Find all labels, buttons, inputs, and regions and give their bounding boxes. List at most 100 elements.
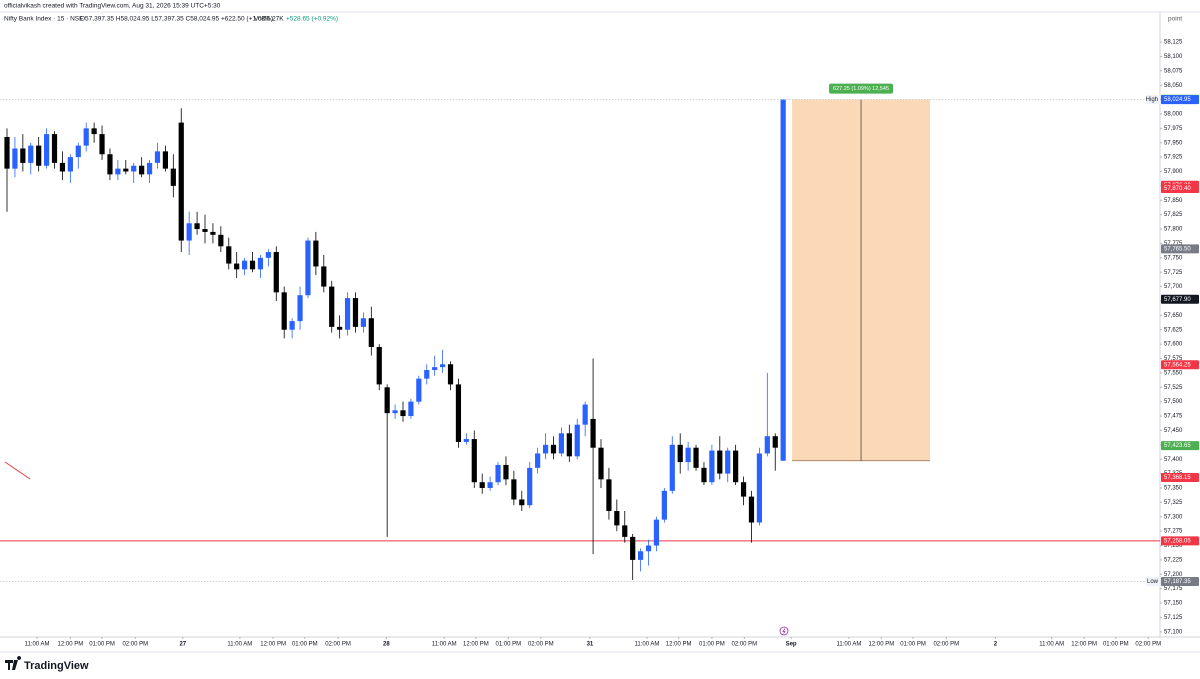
- candle-body: [186, 223, 192, 241]
- price-badge-label: 57,870.40: [1164, 186, 1191, 192]
- candle-body: [352, 298, 359, 327]
- measure-label-bg: [829, 83, 894, 94]
- price-badge: [1161, 536, 1199, 546]
- candle-body: [400, 410, 406, 417]
- y-tick-label: 57,700: [1164, 284, 1183, 290]
- candle-body: [329, 286, 335, 327]
- x-tick-label: 11:00 AM: [227, 642, 252, 648]
- measure-label: 627.25 (1.09%) 12,545: [833, 86, 889, 92]
- candle-body: [139, 165, 145, 175]
- price-badge-label: 58,024.95: [1164, 97, 1191, 103]
- candle-body: [297, 295, 303, 322]
- volume: Vol55.27K: [254, 16, 284, 23]
- y-tick-label: 57,600: [1164, 342, 1183, 348]
- y-unit: point: [1168, 16, 1182, 23]
- candle-body: [764, 436, 770, 454]
- x-tick-label: 01:00 PM: [900, 642, 926, 648]
- candle-body: [36, 145, 42, 166]
- symbol: Nifty Bank Index · 15 · NSE: [4, 16, 84, 23]
- y-tick-label: 57,525: [1164, 385, 1183, 391]
- price-tag-bg: [1146, 95, 1160, 105]
- candle-body: [226, 246, 232, 264]
- price-badge: [1161, 441, 1199, 451]
- candle-body: [51, 134, 58, 163]
- candle-body: [542, 444, 549, 454]
- candle-body: [75, 145, 81, 158]
- price-tag: High: [1146, 97, 1158, 103]
- x-tick-label: 02:00 PM: [1135, 642, 1161, 648]
- x-tick-label: 01:00 PM: [699, 642, 725, 648]
- candle-body: [463, 439, 469, 442]
- candle-body: [273, 252, 279, 293]
- x-tick-label: 01:00 PM: [495, 642, 521, 648]
- candle-body: [368, 318, 374, 348]
- y-tick-label: 57,225: [1164, 557, 1183, 563]
- y-tick-label: 57,850: [1164, 198, 1183, 204]
- candle-body: [598, 447, 604, 480]
- y-tick-label: 57,250: [1164, 543, 1183, 549]
- candle-body: [606, 479, 612, 511]
- candle-body: [83, 128, 89, 146]
- x-tick-label: 11:00 AM: [634, 642, 659, 648]
- candle-body: [424, 370, 430, 379]
- price-badge: [1161, 473, 1199, 483]
- ohlc: O57,397.35 H58,024.95 L57,397.35 C58,024…: [80, 16, 273, 23]
- y-tick-label: 57,475: [1164, 414, 1183, 420]
- candle-body: [202, 229, 208, 232]
- candle-body: [91, 128, 97, 135]
- candle-body: [242, 260, 248, 270]
- candle-body: [638, 551, 644, 560]
- brand: TradingView: [24, 660, 89, 672]
- price-badge: [1161, 294, 1199, 304]
- brand-logo: [5, 656, 22, 670]
- x-tick-label: 01:00 PM: [89, 642, 115, 648]
- candle-body: [154, 151, 161, 163]
- x-tick-label: 02:00 PM: [122, 642, 148, 648]
- x-tick-label: 12:00 PM: [463, 642, 489, 648]
- x-tick-label: 01:00 PM: [292, 642, 318, 648]
- candle-body: [170, 168, 176, 186]
- price-badge: [1161, 184, 1199, 194]
- candle-body: [146, 162, 153, 175]
- candle-body: [630, 536, 636, 560]
- y-tick-label: 57,100: [1164, 629, 1183, 635]
- candle-body: [527, 467, 533, 506]
- price-badge-label: 57,423.65: [1164, 443, 1191, 449]
- candle-body: [725, 450, 731, 474]
- candle-body: [693, 447, 699, 468]
- y-tick-label: 58,100: [1164, 54, 1183, 60]
- candle-body: [249, 260, 256, 270]
- candle-body: [558, 433, 564, 454]
- candle-body: [740, 482, 747, 497]
- candle-body: [20, 148, 26, 163]
- y-tick-label: 57,450: [1164, 428, 1183, 434]
- x-tick-label: 02:00 PM: [933, 642, 959, 648]
- candle-body: [495, 464, 501, 483]
- y-tick-label: 57,800: [1164, 227, 1183, 233]
- price-badge: [1161, 244, 1199, 254]
- candle-body: [194, 223, 200, 230]
- y-tick-label: 58,000: [1164, 112, 1183, 118]
- trend-drawing: [4, 461, 31, 480]
- candle-body: [115, 168, 121, 175]
- x-tick-label: 27: [179, 642, 186, 648]
- candle-body: [772, 436, 778, 448]
- y-tick-label: 57,625: [1164, 327, 1183, 333]
- x-tick-label: 12:00 PM: [1071, 642, 1097, 648]
- change: +528.65 (+0.92%): [286, 16, 338, 23]
- candle-body: [733, 450, 739, 483]
- x-tick-label: 28: [383, 642, 390, 648]
- x-tick-label: 02:00 PM: [732, 642, 758, 648]
- credit: officialvikash created with TradingView.…: [4, 3, 221, 10]
- y-tick-label: 57,300: [1164, 514, 1183, 520]
- event-marker[interactable]: [779, 626, 789, 636]
- candle-body: [337, 326, 343, 330]
- y-tick-label: 57,925: [1164, 155, 1183, 161]
- y-tick-label: 57,550: [1164, 370, 1183, 376]
- candle-body: [709, 450, 715, 483]
- candle-body: [67, 157, 73, 172]
- y-tick-label: 57,400: [1164, 457, 1183, 463]
- candle-body: [717, 450, 723, 474]
